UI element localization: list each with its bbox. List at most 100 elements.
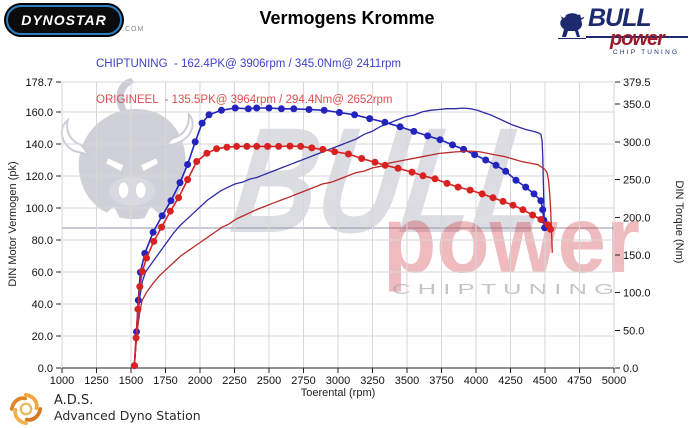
bullpower-logo: BULL power CHIP TUNING (556, 4, 692, 56)
series-marker-chiptuning-torque (530, 190, 538, 198)
y-left-tick-label: 178.7 (25, 77, 53, 89)
series-marker-origineel-torque (519, 206, 527, 214)
series-marker-origineel-torque (286, 142, 294, 150)
x-tick-label: 2250 (222, 375, 246, 387)
y-right-tick-label: 379.5 (623, 77, 651, 89)
y-left-tick-label: 100.0 (25, 203, 53, 215)
x-tick-label: 3750 (429, 375, 453, 387)
series-marker-chiptuning-torque (492, 161, 500, 169)
series-marker-origineel-torque (264, 142, 272, 150)
x-tick-label: 4500 (533, 375, 557, 387)
series-marker-origineel-torque (509, 201, 517, 209)
series-marker-chiptuning-torque (539, 206, 547, 214)
series-marker-origineel-torque (166, 207, 174, 215)
y-right-tick-label: 50.0 (623, 325, 644, 337)
series-marker-origineel-torque (253, 142, 261, 150)
x-tick-label: 4750 (567, 375, 591, 387)
series-marker-chiptuning-torque (149, 228, 157, 236)
series-marker-origineel-torque (150, 237, 158, 245)
series-marker-origineel-torque (132, 334, 140, 342)
dynostar-logo: DYNOSTAR (6, 5, 122, 35)
series-marker-origineel-torque (223, 143, 231, 151)
watermark-bull-image (60, 77, 194, 220)
series-marker-chiptuning-torque (436, 136, 444, 144)
series-marker-chiptuning-torque (205, 111, 213, 119)
series-marker-chiptuning-torque (396, 123, 404, 131)
series-marker-chiptuning-torque (522, 183, 530, 191)
bullpower-underline (586, 36, 688, 38)
x-tick-label: 2500 (257, 375, 281, 387)
series-chiptuning-power (133, 107, 545, 365)
bullpower-power-text: power (610, 28, 665, 50)
x-tick-label: 2750 (291, 375, 315, 387)
y-left-tick-label: 20.0 (32, 331, 53, 343)
series-marker-chiptuning-torque (253, 104, 261, 112)
y-left-tick-label: 80.0 (32, 235, 53, 247)
series-marker-chiptuning-torque (277, 105, 285, 113)
x-tick-label: 1000 (50, 375, 74, 387)
series-marker-origineel-torque (143, 254, 150, 262)
ads-footer: A.D.S. Advanced Dyno Station (8, 391, 308, 427)
series-marker-origineel-torque (454, 183, 462, 191)
y-right-tick-label: 0.0 (623, 363, 638, 375)
series-marker-chiptuning-torque (335, 109, 343, 116)
x-tick-label: 4250 (498, 375, 522, 387)
legend-origineel: ORIGINEEL - 135.5PK@ 3964rpm / 294.4Nm@ … (96, 93, 393, 106)
series-marker-origineel-torque (408, 168, 416, 176)
legend-chiptuning: CHIPTUNING - 162.4PK@ 3906rpm / 345.0Nm@… (96, 58, 401, 70)
series-marker-origineel-torque (547, 225, 554, 233)
ads-abbr: A.D.S. (54, 393, 94, 408)
y-left-tick-label: 40.0 (32, 299, 53, 311)
y-left-tick-label: 140.0 (25, 139, 53, 151)
series-marker-chiptuning-torque (537, 197, 545, 205)
series-origineel-power (133, 150, 553, 365)
x-tick-label: 5000 (602, 375, 626, 387)
watermark-tagline: C H I P T U N I N G (392, 281, 614, 298)
series-marker-origineel-torque (537, 216, 545, 223)
x-tick-label: 3500 (395, 375, 419, 387)
series-marker-chiptuning-torque (305, 106, 313, 113)
chart-legend: CHIPTUNING - 162.4PK@ 3906rpm / 345.0Nm@… (96, 36, 401, 130)
bullpower-tagline: CHIP TUNING (613, 49, 680, 56)
series-marker-chiptuning-torque (184, 161, 192, 168)
axes: 1000 1250 1500 1750 2000 2250 2500 2750 3000 3250… (25, 77, 650, 387)
x-tick-label: 3000 (326, 375, 350, 387)
series-marker-origineel-torque (478, 190, 486, 198)
x-tick-label: 3250 (360, 375, 384, 387)
series-marker-origineel-torque (466, 186, 474, 194)
series-marker-chiptuning-torque (471, 151, 479, 159)
y-right-tick-label: 300.0 (623, 137, 651, 149)
series-marker-chiptuning-torque (231, 104, 239, 112)
series-marker-chiptuning-torque (265, 104, 273, 112)
x-tick-label: 1750 (153, 375, 177, 387)
x-tick-label: 1500 (119, 375, 143, 387)
series-marker-chiptuning-torque (512, 176, 520, 184)
y-right-tick-label: 150.0 (623, 250, 651, 262)
x-axis-title: Toerental (rpm) (300, 387, 376, 399)
series-marker-origineel-torque (319, 145, 327, 153)
series-marker-chiptuning-torque (320, 106, 328, 114)
bull-icon (558, 13, 586, 39)
series-marker-origineel-torque (184, 176, 192, 184)
series-marker-chiptuning-torque (482, 156, 490, 164)
series-marker-chiptuning-torque (502, 167, 510, 175)
dynostar-logo-text: DYNOSTAR (21, 12, 107, 28)
series-marker-origineel-torque (136, 283, 144, 291)
series-marker-origineel-torque (203, 149, 211, 157)
series-marker-origineel-torque (138, 268, 146, 275)
series-marker-origineel-torque (331, 148, 339, 156)
x-tick-label: 4000 (464, 375, 488, 387)
ads-swirl-icon (9, 392, 43, 426)
series-marker-origineel-torque (489, 194, 497, 202)
y-left-tick-label: 160.0 (25, 107, 53, 119)
series-marker-origineel-torque (419, 172, 427, 180)
series-marker-origineel-torque (394, 164, 402, 172)
series-marker-origineel-torque (243, 142, 251, 150)
series-marker-chiptuning-torque (290, 105, 298, 113)
series-marker-chiptuning-torque (191, 138, 199, 146)
series-marker-origineel-torque (193, 158, 201, 165)
series-marker-chiptuning-torque (198, 119, 206, 127)
series-marker-chiptuning-torque (176, 179, 184, 187)
